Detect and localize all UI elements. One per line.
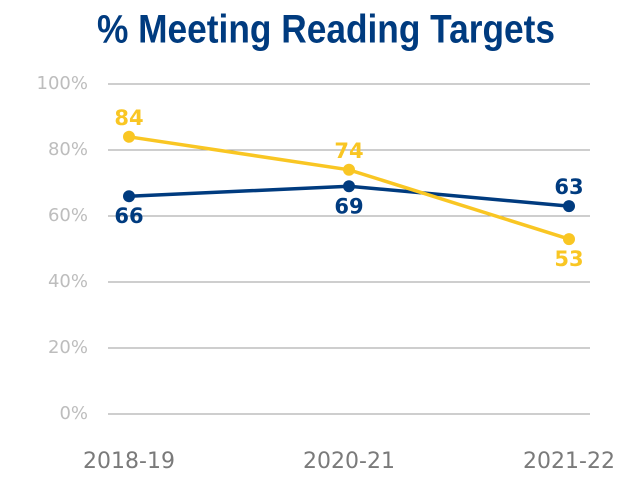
point — [123, 130, 135, 143]
data-label: 53 — [554, 247, 583, 271]
y-tick-label: 0% — [59, 403, 88, 424]
data-label: 74 — [334, 139, 363, 163]
data-label: 84 — [114, 106, 143, 130]
chart-title: % Meeting Reading Targets — [97, 8, 555, 52]
data-label: 63 — [554, 175, 583, 199]
y-tick-label: 40% — [48, 271, 88, 292]
point — [343, 163, 355, 176]
x-tick-label: 2021-22 — [523, 449, 615, 474]
point — [563, 200, 575, 213]
x-tick-label: 2018-19 — [83, 449, 175, 474]
point — [563, 233, 575, 246]
y-tick-label: 60% — [48, 205, 88, 226]
y-tick-label: 100% — [37, 73, 88, 94]
y-tick-label: 80% — [48, 139, 88, 160]
x-tick-label: 2020-21 — [303, 449, 395, 474]
data-label: 69 — [334, 194, 363, 218]
point — [123, 190, 135, 203]
point — [343, 180, 355, 193]
y-tick-label: 20% — [48, 337, 88, 358]
data-label: 66 — [114, 204, 143, 228]
